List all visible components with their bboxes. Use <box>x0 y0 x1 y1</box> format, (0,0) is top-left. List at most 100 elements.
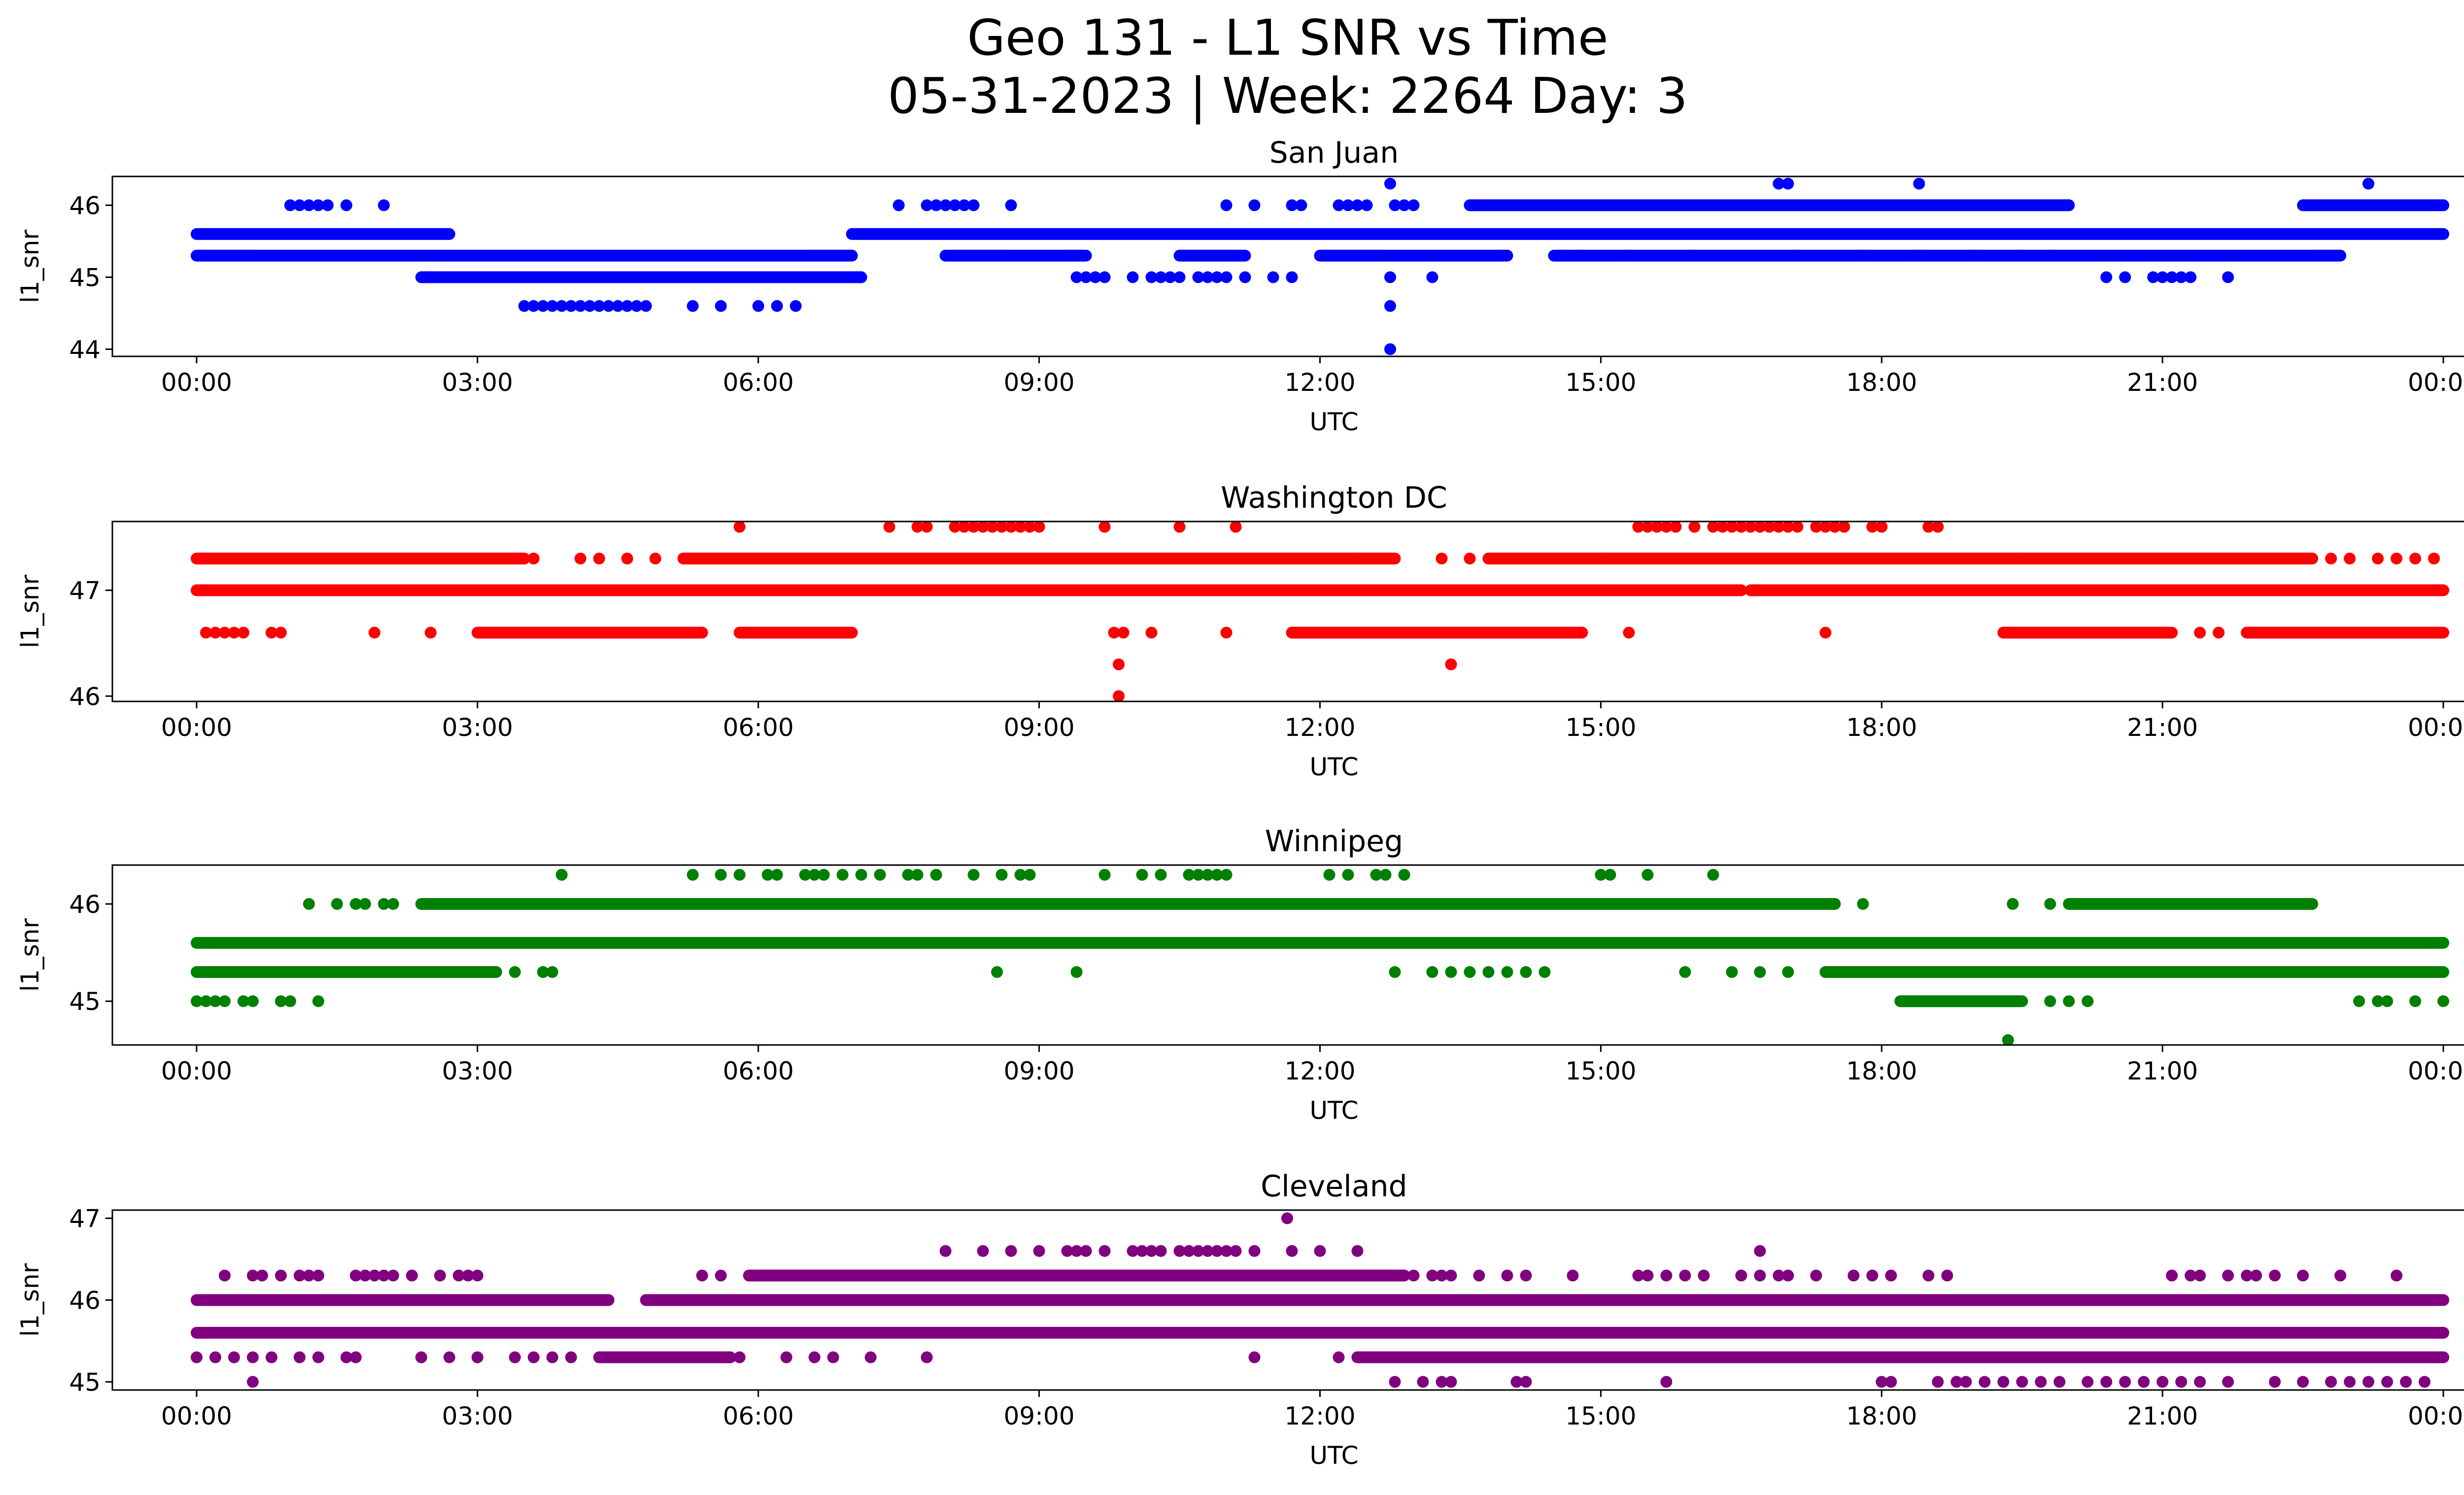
scatter-point <box>574 300 586 312</box>
y-tick-label: 47 <box>69 577 101 605</box>
scatter-point <box>593 553 605 565</box>
scatter-point <box>274 1269 287 1282</box>
x-tick-label: 03:00 <box>442 713 513 742</box>
scatter-point <box>2222 1376 2234 1388</box>
scatter-band <box>190 553 530 565</box>
scatter-point <box>2353 995 2365 1008</box>
scatter-point <box>1145 626 1158 639</box>
scatter-point <box>1379 869 1392 881</box>
x-tick-label: 00:00 <box>161 1057 232 1085</box>
scatter-band <box>2063 898 2319 910</box>
x-tick-label: 00:00 <box>2408 1057 2464 1085</box>
scatter-point <box>331 898 343 910</box>
scatter-point <box>1698 1269 1710 1282</box>
scatter-point <box>991 966 1003 978</box>
scatter-point <box>1791 522 1804 533</box>
scatter-point <box>1848 1269 1860 1282</box>
scatter-point <box>1773 177 1785 190</box>
scatter-point <box>1819 522 1832 533</box>
x-tick-label: 18:00 <box>1846 1402 1917 1430</box>
scatter-point <box>1520 1269 1532 1282</box>
scatter-point <box>1361 199 1373 211</box>
scatter-point <box>349 898 362 910</box>
scatter-point <box>1389 199 1401 211</box>
subplot-title: Cleveland <box>1261 1169 1407 1204</box>
scatter-point <box>218 995 231 1008</box>
subplot-title: Winnipeg <box>1265 824 1403 859</box>
scatter-point <box>1782 1269 1794 1282</box>
scatter-point <box>1080 271 1092 283</box>
x-tick-label: 09:00 <box>1004 1402 1075 1430</box>
scatter-band <box>190 966 502 978</box>
scatter-point <box>509 966 521 978</box>
scatter-point <box>715 869 727 881</box>
scatter-point <box>218 626 231 639</box>
scatter-point <box>2053 1376 2066 1388</box>
scatter-band <box>939 249 1092 262</box>
scatter-point <box>2175 1376 2188 1388</box>
scatter-point <box>527 1351 540 1363</box>
scatter-point <box>967 869 980 881</box>
scatter-point <box>855 869 867 881</box>
scatter-point <box>274 626 287 639</box>
scatter-point <box>2419 1376 2431 1388</box>
scatter-point <box>377 898 390 910</box>
x-tick-label: 09:00 <box>1004 1057 1075 1085</box>
scatter-point <box>443 1351 455 1363</box>
scatter-point <box>1876 522 1888 533</box>
x-tick-label: 15:00 <box>1565 1057 1636 1085</box>
scatter-point <box>1248 199 1261 211</box>
scatter-point <box>2194 626 2206 639</box>
scatter-point <box>2156 1376 2169 1388</box>
scatter-point <box>911 869 924 881</box>
scatter-point <box>1005 199 1017 211</box>
scatter-point <box>377 199 390 211</box>
scatter-point <box>1670 522 1682 533</box>
scatter-point <box>1389 1376 1401 1388</box>
scatter-point <box>1220 626 1232 639</box>
x-axis-label: UTC <box>1309 408 1358 436</box>
scatter-point <box>1576 249 1588 262</box>
scatter-point <box>546 300 558 312</box>
scatter-point <box>1520 966 1532 978</box>
scatter-point <box>246 1376 259 1388</box>
scatter-point <box>462 1269 474 1282</box>
scatter-band <box>190 937 2450 949</box>
x-tick-label: 00:00 <box>161 1402 232 1430</box>
scatter-point <box>1642 522 1654 533</box>
scatter-point <box>1220 869 1232 881</box>
scatter-point <box>1384 343 1396 355</box>
scatter-point <box>1098 522 1111 533</box>
scatter-point <box>1113 690 1125 701</box>
scatter-point <box>715 1269 727 1282</box>
scatter-point <box>1445 1376 1457 1388</box>
scatter-point <box>1642 1269 1654 1282</box>
scatter-point <box>1932 1376 1944 1388</box>
scatter-point <box>921 1351 933 1363</box>
scatter-point <box>1070 966 1083 978</box>
scatter-point <box>2297 1376 2309 1388</box>
scatter-band <box>1482 553 1607 565</box>
scatter-point <box>930 199 942 211</box>
scatter-point <box>555 300 568 312</box>
subplot-san-juan: San Juan 00:00 03:00 06:00 09:00 12:00 15:00 18… <box>16 136 2464 436</box>
scatter-point <box>1660 1269 1673 1282</box>
scatter-point <box>1201 1245 1214 1257</box>
scatter-band <box>1351 1351 2450 1363</box>
scatter-point <box>1679 966 1691 978</box>
scatter-point <box>546 966 558 978</box>
scatter-point <box>209 1351 221 1363</box>
x-tick-label: 12:00 <box>1284 1402 1355 1430</box>
y-axis-label: l1_snr <box>16 230 44 303</box>
scatter-point <box>1384 271 1396 283</box>
scatter-point <box>1117 626 1129 639</box>
scatter-point <box>939 1245 952 1257</box>
scatter-point <box>2269 1269 2281 1282</box>
scatter-point <box>2362 1376 2375 1388</box>
scatter-point <box>1857 249 1869 262</box>
scatter-point <box>349 1269 362 1282</box>
x-tick-label: 18:00 <box>1846 1057 1917 1085</box>
scatter-band <box>1173 249 1251 262</box>
scatter-point <box>1866 522 1879 533</box>
